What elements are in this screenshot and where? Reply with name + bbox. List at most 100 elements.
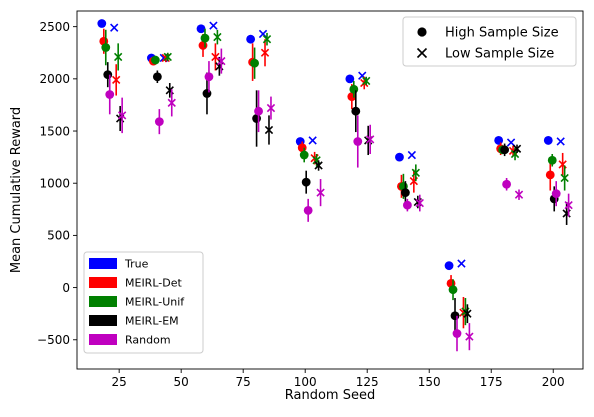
legend-random-swatch [89, 334, 117, 345]
legend-meirl-em-swatch [89, 315, 117, 326]
x-tick-label: 50 [174, 375, 189, 389]
legend-meirl-det-label: MEIRL-Det [125, 277, 182, 290]
random-low-point [514, 190, 524, 199]
axes: 25 50 75 100 125 150 175 200 −500 0 500 1000 1500 200… [37, 20, 565, 389]
legend-random-label: Random [125, 334, 171, 347]
true-low-point [308, 136, 317, 145]
legend-high-sample-label: High Sample Size [445, 26, 559, 41]
true-low-point [407, 150, 417, 160]
y-tick-label: 0 [62, 281, 70, 295]
y-tick-label: 2000 [39, 72, 70, 86]
meirl-em-low-point [463, 309, 472, 318]
true-low-point [110, 23, 119, 32]
random-low-point [266, 103, 276, 113]
size-legend: High Sample Size Low Sample Size [402, 16, 577, 67]
meirl-unif-low-point [163, 52, 172, 62]
x-tick-label: 25 [112, 375, 127, 389]
true-high-point [444, 261, 454, 271]
random-low-point [167, 98, 176, 108]
random-high-point [154, 117, 164, 127]
random-low-point [117, 111, 127, 120]
meirl-em-low-point [314, 161, 323, 170]
data-marks [97, 19, 573, 352]
meirl-unif-high-point [299, 150, 309, 160]
true-high-point [494, 136, 504, 145]
x-tick-label: 150 [418, 375, 441, 389]
meirl-unif-high-point [200, 33, 210, 43]
true-low-point [457, 259, 466, 268]
meirl-em-high-point [202, 89, 212, 98]
legend-true-swatch [89, 258, 117, 269]
legend-meirl-em-label: MEIRL-EM [125, 315, 179, 328]
meirl-em-high-point [301, 177, 311, 187]
meirl-em-high-point [500, 145, 510, 155]
true-low-point [556, 137, 565, 146]
random-low-point [316, 188, 325, 197]
legend-low-sample-label: Low Sample Size [445, 47, 554, 62]
true-high-point [97, 19, 107, 28]
legend-x-marker-icon [416, 47, 428, 59]
legend-circle-marker-icon [417, 27, 427, 37]
meirl-det-low-point [211, 52, 220, 62]
true-low-point [506, 138, 516, 147]
true-high-point [395, 152, 404, 162]
random-low-point [415, 198, 424, 208]
random-low-point [217, 56, 226, 66]
meirl-unif-low-point [213, 32, 222, 42]
true-high-point [196, 24, 206, 34]
true-low-point [209, 21, 218, 30]
legend-meirl-unif-swatch [89, 296, 117, 307]
meirl-unif-high-point [547, 155, 557, 165]
plot-frame [76, 10, 584, 370]
x-tick-label: 100 [294, 375, 317, 389]
random-low-point [465, 332, 474, 341]
meirl-unif-high-point [101, 43, 111, 52]
x-axis-label: Random Seed [285, 388, 375, 403]
meirl-em-high-point [401, 188, 410, 198]
true-low-point [258, 29, 268, 39]
y-tick-label: −500 [37, 333, 70, 347]
y-tick-label: 1500 [39, 124, 70, 138]
random-high-point [402, 200, 412, 210]
random-high-point [551, 189, 561, 199]
meirl-unif-low-point [362, 76, 371, 86]
meirl-em-low-point [512, 144, 522, 153]
meirl-unif-low-point [114, 52, 123, 62]
y-tick-label: 2500 [39, 20, 70, 34]
random-low-point [564, 200, 573, 210]
meirl-em-high-point [351, 106, 361, 116]
legend-meirl-unif-label: MEIRL-Unif [125, 296, 185, 309]
meirl-unif-high-point [349, 84, 359, 94]
random-high-point [303, 205, 313, 215]
y-axis-label: Mean Cumulative Reward [9, 107, 24, 273]
x-tick-label: 75 [236, 375, 251, 389]
meirl-em-high-point [152, 72, 162, 82]
legend-true-label: True [124, 258, 149, 271]
meirl-det-low-point [260, 48, 270, 57]
method-legend: True MEIRL-Det MEIRL-Unif MEIRL-EM Rando… [83, 251, 204, 354]
true-high-point [246, 34, 256, 44]
x-tick-label: 175 [480, 375, 503, 389]
random-high-point [105, 90, 115, 99]
meirl-unif-high-point [448, 285, 458, 295]
size-legend-box [402, 16, 577, 67]
meirl-det-low-point [112, 75, 121, 85]
meirl-unif-high-point [250, 58, 259, 68]
meirl-det-high-point [545, 170, 555, 180]
random-high-point [502, 179, 512, 189]
true-high-point [543, 136, 553, 145]
meirl-unif-high-point [150, 55, 160, 65]
random-high-point [452, 329, 462, 338]
random-high-point [254, 106, 263, 116]
random-high-point [353, 137, 363, 146]
meirl-unif-low-point [560, 173, 569, 183]
meirl-em-high-point [103, 70, 113, 80]
x-tick-label: 125 [356, 375, 379, 389]
meirl-unif-low-point [411, 168, 420, 177]
meirl-unif-low-point [262, 35, 272, 44]
y-tick-label: 1000 [39, 177, 70, 191]
meirl-em-low-point [264, 125, 274, 135]
legend-meirl-det-swatch [89, 277, 117, 288]
y-tick-label: 500 [47, 229, 70, 243]
